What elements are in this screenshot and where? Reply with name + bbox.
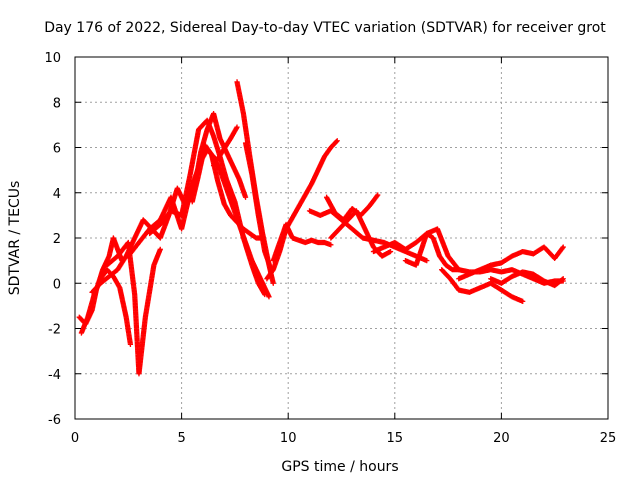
series-arc-11 [242,140,274,273]
y-tick-label: 0 [53,277,61,292]
data-point [560,276,566,282]
data-point [334,138,340,144]
x-tick-label: 5 [177,431,185,446]
data-point [456,267,462,273]
y-tick-label: 4 [53,187,61,202]
y-tick-label: 6 [53,142,61,157]
data-point [374,193,380,199]
data-point [455,266,461,272]
y-axis-title: SDTVAR / TECUs [7,181,23,296]
y-tick-label: -6 [48,413,61,428]
series-arc-18 [402,226,462,273]
data-point [333,138,340,145]
y-tick-label: 10 [44,51,61,66]
y-tick-label: -2 [48,323,61,338]
series-arc-10 [210,124,240,169]
tick-layer: 0 5 10 15 20 25 -6 -4 -2 0 2 4 6 8 10 [44,51,616,446]
series-arc-21 [488,269,566,289]
x-tick-label: 10 [280,431,297,446]
series-arc-20 [456,244,566,282]
data-point [520,298,526,304]
series-arc-4 [104,239,163,377]
series-arc-19 [439,267,526,304]
data-point [560,244,566,250]
data-point [242,194,249,200]
x-axis-title: GPS time / hours [281,459,398,475]
data-layer [76,79,566,377]
x-tick-label: 15 [387,431,404,446]
grid-layer [75,57,608,419]
x-tick-label: 0 [71,431,79,446]
data-point [157,246,163,252]
y-tick-label: -4 [48,368,61,383]
series-arc-13 [270,221,334,264]
data-point [234,124,240,130]
x-tick-label: 20 [493,431,510,446]
x-tick-label: 25 [600,431,617,446]
data-point [127,341,134,347]
data-point [559,276,565,283]
y-tick-label: 8 [53,96,61,111]
data-point [328,242,334,248]
series-arc-15 [323,192,381,223]
data-point [424,258,430,264]
data-point [375,192,381,198]
data-point [387,248,394,255]
data-point [266,294,272,300]
series-arc-16 [328,208,394,259]
data-point [559,245,566,251]
data-point [270,280,276,286]
chart-title: Day 176 of 2022, Sidereal Day-to-day VTE… [44,20,606,36]
y-tick-label: 2 [53,232,61,247]
